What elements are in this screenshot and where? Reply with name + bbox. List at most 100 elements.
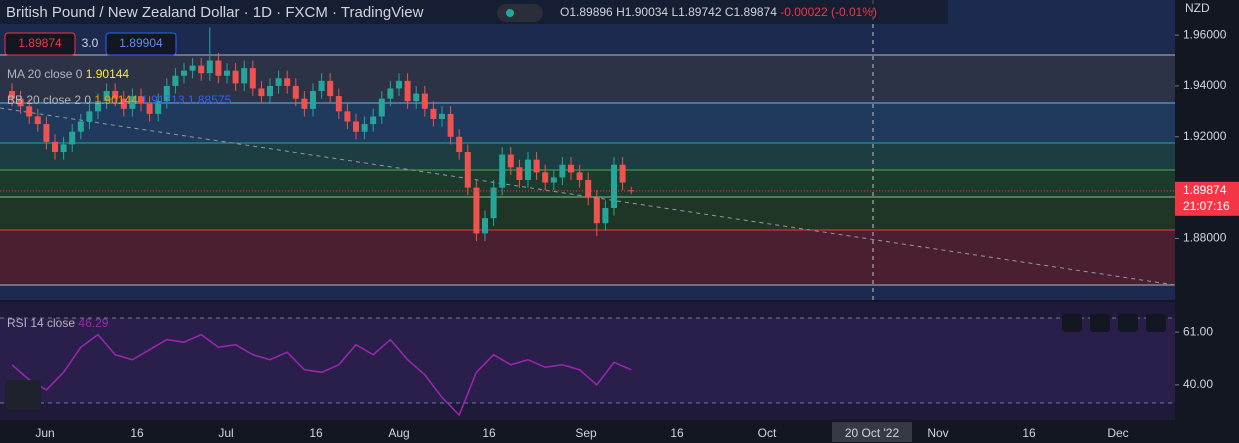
rsi-label: RSI 14 close	[7, 316, 75, 330]
time-label: Oct	[758, 426, 777, 440]
candle-body	[77, 121, 84, 132]
ohlc: O1.89896 H1.90034 L1.89742 C1.89874 -0.0…	[560, 5, 877, 19]
rsi-band	[0, 318, 1175, 403]
candle-body	[232, 70, 239, 84]
candle-body	[224, 70, 230, 76]
candle-body	[602, 207, 609, 224]
candle-body	[628, 190, 635, 192]
last-price-box	[1175, 181, 1239, 216]
high: H1.90034	[616, 5, 668, 19]
candle-body	[206, 60, 213, 74]
candle-body	[378, 98, 385, 117]
button[interactable]	[1090, 314, 1110, 332]
candle-body	[249, 68, 256, 89]
time-label: Jul	[218, 426, 233, 440]
zone	[0, 143, 1175, 170]
candle-body	[430, 108, 437, 119]
symbol: British Pound / New Zealand Dollar	[6, 4, 239, 21]
candle-body	[26, 106, 33, 117]
candle-body	[258, 88, 265, 97]
header-title: British Pound / New Zealand Dollar · 1D …	[6, 4, 424, 21]
candle-body	[482, 218, 488, 234]
marks	[9, 27, 635, 417]
candle-body	[619, 164, 626, 183]
time-label: Sep	[575, 426, 597, 440]
close: C1.89874	[725, 5, 777, 19]
candle-body	[387, 88, 394, 99]
candle-body	[396, 80, 402, 89]
candle-body	[103, 91, 110, 102]
button[interactable]	[1062, 314, 1082, 332]
candle-body	[318, 80, 325, 92]
candle-body	[327, 80, 334, 97]
candle-body	[344, 111, 351, 122]
candle-body	[464, 152, 471, 188]
time-label: Dec	[1107, 426, 1128, 440]
candle-body	[241, 68, 248, 84]
bb-legend: BB 20 close 2 0 1.90144 1.91713 1.88575	[7, 93, 232, 107]
candle-body	[585, 180, 592, 198]
candle-body	[370, 116, 377, 125]
ma-value: 1.90144	[86, 67, 130, 81]
candle-body	[413, 93, 420, 102]
time-label: Nov	[927, 426, 948, 440]
bid: 1.89874	[18, 36, 62, 50]
candle-body	[86, 111, 93, 122]
candle-body	[155, 101, 162, 114]
button[interactable]	[1118, 314, 1138, 332]
rsi-tick-label: 61.00	[1183, 324, 1213, 338]
ma-legend: MA 20 close 0 1.90144	[7, 67, 129, 81]
button[interactable]	[1146, 314, 1166, 332]
currency[interactable]: NZD	[1185, 1, 1210, 15]
zone	[0, 230, 1175, 285]
change: -0.00022 (-0.01%)	[780, 5, 877, 19]
candle-body	[34, 116, 41, 125]
zone	[0, 55, 1175, 103]
rsi-line	[11, 333, 632, 417]
rsi-tick-label: 40.00	[1183, 377, 1213, 391]
price-tick-label: 1.96000	[1183, 27, 1227, 41]
candle-body	[181, 70, 187, 76]
bb-lower: 1.88575	[188, 93, 232, 107]
candle-body	[52, 141, 58, 153]
candle-body	[292, 85, 299, 99]
candle-body	[516, 167, 523, 180]
status-toggle[interactable]	[497, 4, 543, 22]
candle-body	[284, 78, 291, 86]
low: L1.89742	[671, 5, 721, 19]
candle-body	[95, 101, 101, 112]
candle-body	[138, 96, 144, 104]
candle-body	[215, 60, 222, 76]
buy-box[interactable]	[105, 32, 177, 56]
candle-body	[473, 187, 480, 234]
candle-body	[163, 85, 170, 102]
candle-body	[60, 144, 67, 153]
countdown: 21:07:16	[1183, 199, 1230, 213]
sell-box[interactable]	[4, 32, 76, 56]
candle-body	[275, 78, 282, 86]
last-price-label: 1.89874	[1183, 183, 1227, 197]
candle-body	[9, 91, 15, 99]
bb-upper: 1.91713	[141, 93, 185, 107]
pane-buttons	[1062, 314, 1166, 332]
candle-body	[353, 121, 359, 132]
candle-body	[301, 98, 308, 109]
price-tick-label: 1.94000	[1183, 78, 1227, 92]
ask: 1.89904	[119, 36, 163, 50]
bb-basis: 1.90144	[94, 93, 138, 107]
candle-body	[576, 172, 583, 180]
candle-body	[120, 98, 127, 109]
candle-body	[542, 172, 549, 183]
candle-body	[421, 93, 428, 109]
candle-body	[335, 96, 342, 112]
candle-body	[611, 164, 617, 208]
status-dot	[506, 9, 514, 17]
tv-logo[interactable]	[5, 380, 41, 410]
candle-body	[172, 75, 179, 86]
broker: FXCM	[285, 4, 328, 21]
interval: 1D	[253, 4, 272, 21]
candle-body	[490, 187, 497, 219]
candle-body	[559, 164, 566, 178]
candle-body	[112, 91, 119, 99]
